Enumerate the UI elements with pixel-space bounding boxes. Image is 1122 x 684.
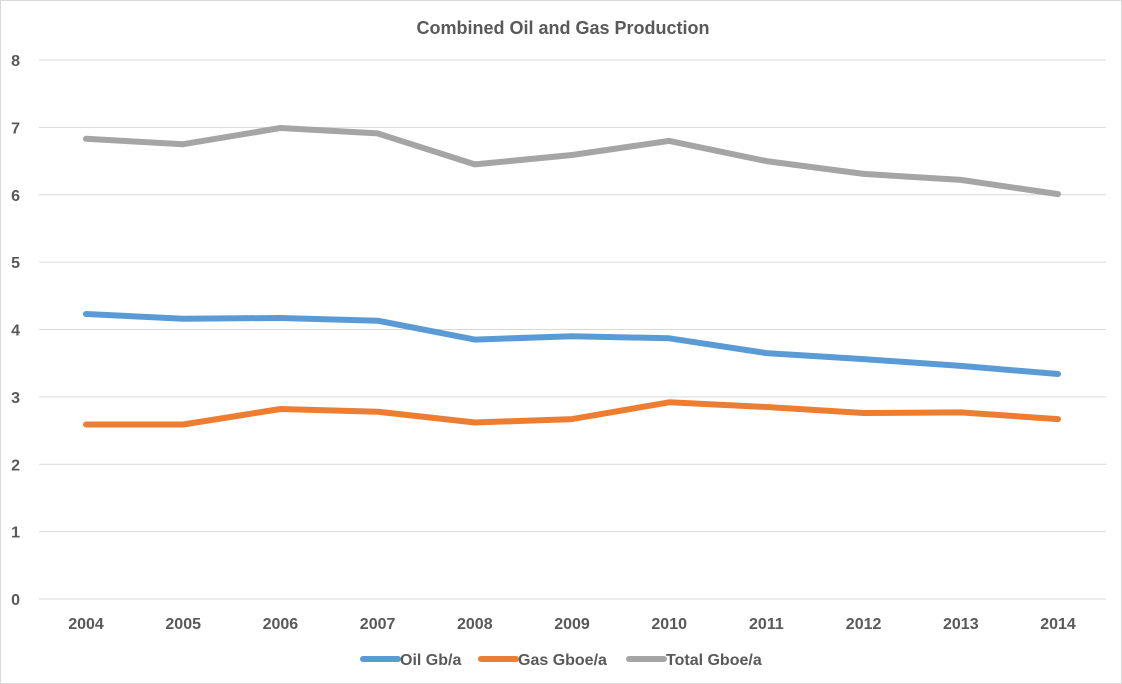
x-tick-label: 2010 [651,616,687,633]
y-tick-label: 3 [11,390,20,407]
x-tick-label: 2004 [68,616,104,633]
y-tick-label: 0 [11,592,20,609]
gridlines [39,59,1106,600]
legend-label: Total Gboe/a [666,652,762,669]
x-tick-label: 2013 [943,616,979,633]
x-tick-label: 2009 [554,616,590,633]
legend: Oil Gb/a Gas Gboe/a Total Gboe/a [360,652,762,669]
legend-label: Gas Gboe/a [518,652,607,669]
y-tick-label: 4 [11,323,20,340]
y-tick-label: 5 [11,255,20,272]
legend-label: Oil Gb/a [400,652,461,669]
y-tick-label: 6 [11,188,20,205]
y-tick-label: 7 [11,120,20,137]
series-line-2 [83,125,1061,198]
y-tick-label: 2 [11,457,20,474]
series-line-1 [83,399,1061,428]
y-tick-label: 1 [11,525,20,542]
x-tick-label: 2007 [360,616,396,633]
series-line-0 [83,311,1061,377]
x-tick-label: 2014 [1040,616,1076,633]
y-axis-ticks: 0 1 2 3 4 5 6 7 8 [11,53,20,609]
x-tick-label: 2012 [846,616,882,633]
x-tick-label: 2011 [749,616,784,633]
series-lines [83,125,1061,428]
chart-title: Combined Oil and Gas Production [416,18,709,38]
x-tick-label: 2008 [457,616,493,633]
x-tick-label: 2005 [165,616,201,633]
x-tick-label: 2006 [263,616,299,633]
x-axis-ticks: 2004 2005 2006 2007 2008 2009 2010 2011 2012 2013… [68,616,1076,633]
y-tick-label: 8 [11,53,20,70]
